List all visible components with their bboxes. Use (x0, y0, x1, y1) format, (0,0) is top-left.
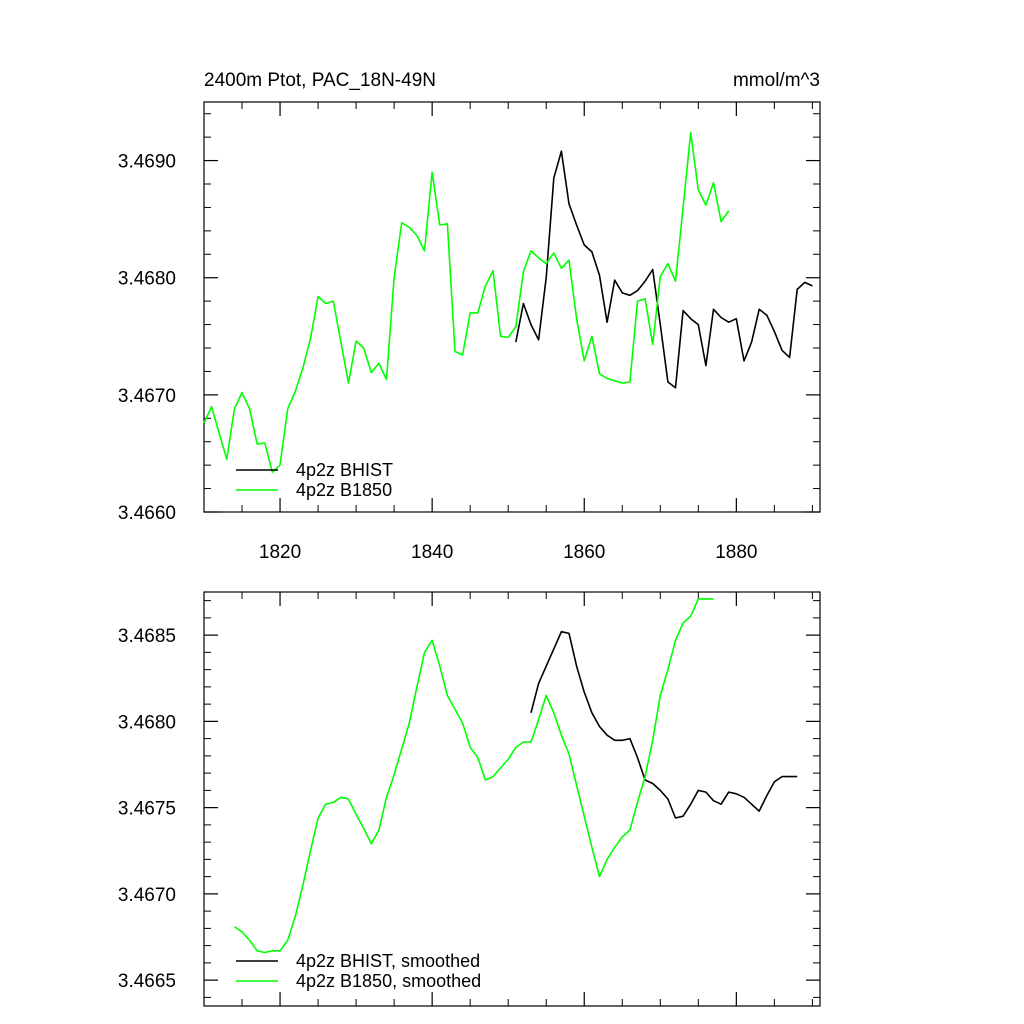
series-group-bottom (233, 598, 798, 954)
bottom-panel: 3.4665 3.4670 3.4675 3.4680 3.4685 4p2z BHIS… (118, 591, 821, 1007)
y-tick-labels-bottom: 3.4665 3.4670 3.4675 3.4680 3.4685 (118, 626, 176, 992)
y-tick-label: 3.4670 (118, 885, 176, 906)
y-tick-label: 3.4690 (118, 152, 176, 173)
y-tick-label: 3.4660 (118, 503, 176, 524)
tick-marks-top (203, 102, 820, 513)
y-tick-labels-top: 3.4660 3.4670 3.4680 3.4690 (118, 152, 176, 524)
x-tick-label: 1860 (563, 542, 605, 563)
legend-label: 4p2z BHIST, smoothed (296, 951, 480, 971)
series-line-b1850 (233, 598, 714, 954)
series-line-bhist (530, 630, 798, 819)
y-tick-label: 3.4675 (118, 799, 176, 820)
x-tick-label: 1880 (715, 542, 757, 563)
y-tick-label: 3.4680 (118, 712, 176, 733)
legend-label: 4p2z BHIST (296, 460, 393, 480)
x-tick-labels-top: 1820 1840 1860 1880 (259, 542, 758, 563)
series-line-bhist (515, 150, 813, 389)
units-label: mmol/m^3 (733, 70, 820, 91)
tick-marks-bottom (203, 592, 820, 1006)
legend-label: 4p2z B1850, smoothed (296, 971, 481, 991)
y-tick-label: 3.4670 (118, 386, 176, 407)
x-tick-label: 1840 (411, 542, 453, 563)
series-line-b1850 (203, 131, 730, 474)
x-tick-label: 1820 (259, 542, 301, 563)
plot-frame-bottom (203, 591, 821, 1007)
chart-title: 2400m Ptot, PAC_18N-49N (204, 70, 436, 91)
plot-frame-top (203, 101, 821, 513)
legend-label: 4p2z B1850 (296, 480, 392, 500)
top-panel: 2400m Ptot, PAC_18N-49N mmol/m^3 3.46603… (118, 70, 821, 563)
y-tick-label: 3.4685 (118, 626, 176, 647)
y-tick-label: 3.4665 (118, 971, 176, 992)
series-group-top (203, 131, 813, 474)
y-tick-label: 3.4680 (118, 269, 176, 290)
